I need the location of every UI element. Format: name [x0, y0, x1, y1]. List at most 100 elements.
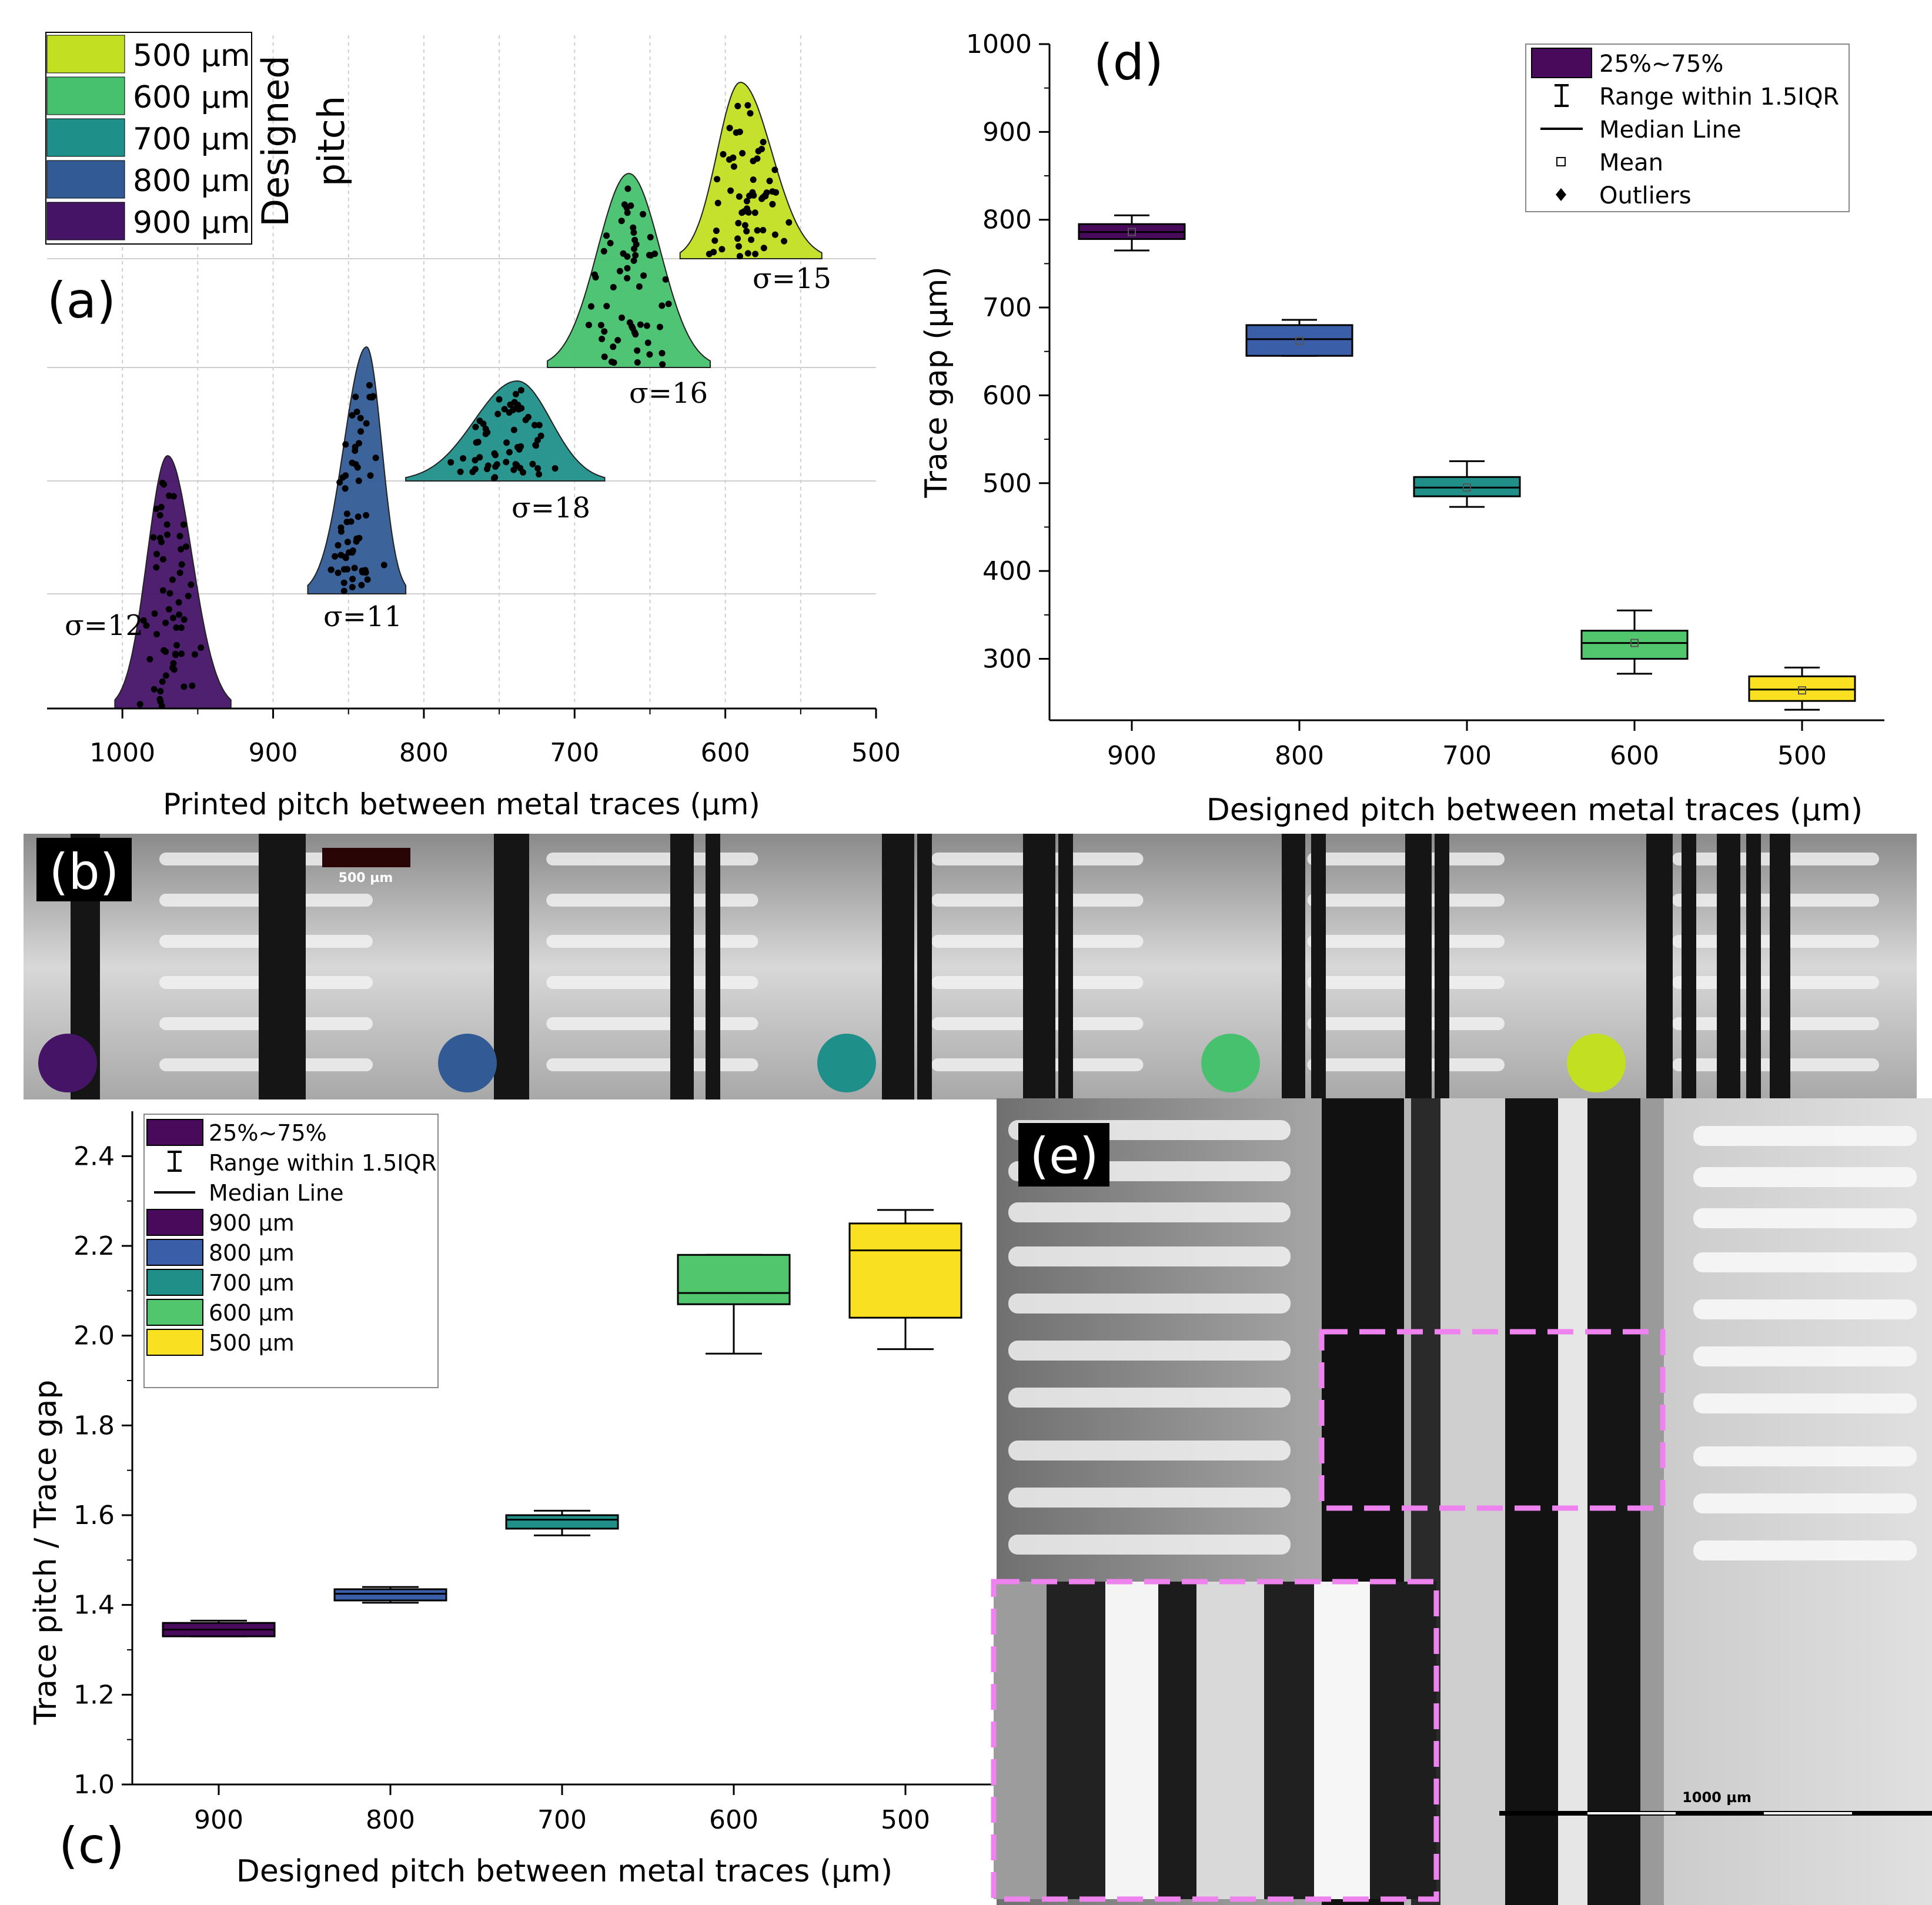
- panel-c-legend: 25%~75% Range within 1.5IQR Median Line 900…: [143, 1114, 439, 1388]
- panel-b-trace: [1770, 834, 1790, 1099]
- panel-a-point: [736, 243, 742, 250]
- panel-a-point: [172, 650, 179, 657]
- panel-d-legend-range-symbol: [1555, 84, 1569, 107]
- panel-c-boxplot: 1.0 1.2 1.4 1.6 1.8 2.0 2.2 2.4 900 800 700 600 500 …: [28, 1111, 994, 1889]
- panel-a-point: [153, 564, 160, 571]
- panel-c-x-tick-label: 700: [537, 1805, 587, 1835]
- panel-a-ridge-700: [405, 380, 606, 482]
- panel-a-point: [484, 466, 490, 473]
- panel-c-x-tick-label: 500: [881, 1805, 930, 1835]
- panel-a-point: [178, 624, 185, 631]
- panel-a-point: [748, 236, 755, 243]
- panel-a-point: [529, 460, 536, 467]
- panel-a-point: [662, 276, 669, 283]
- panel-c-plot-area: 1.0 1.2 1.4 1.6 1.8 2.0 2.2 2.4 900 800 700 600 500: [73, 1111, 994, 1835]
- panel-a-point: [340, 587, 347, 594]
- panel-a-point: [634, 347, 641, 354]
- panel-a-point: [551, 465, 559, 472]
- panel-a-point: [592, 274, 599, 281]
- panel-a-point: [362, 567, 369, 574]
- panel-a-point: [170, 614, 176, 621]
- panel-d-y-tick-label: 500: [982, 469, 1032, 499]
- panel-c-box-500: [848, 1222, 962, 1319]
- panel-b-band: [546, 935, 758, 948]
- panel-c-x-tick-label: 600: [709, 1805, 758, 1835]
- panel-a-point: [706, 250, 713, 258]
- panel-a-legend-swatch-700: [46, 118, 125, 157]
- panel-d-plot-area: 300 400 500 600 700 800 900 1000 900 800 700 600 500: [966, 29, 1884, 771]
- panel-a-point: [620, 250, 627, 257]
- panel-a-point: [744, 102, 751, 109]
- panel-a-points-500: [706, 102, 793, 260]
- panel-a-point: [150, 534, 157, 541]
- panel-a-point: [151, 610, 158, 617]
- panel-a-point: [339, 474, 346, 481]
- panel-a-point: [159, 678, 166, 685]
- panel-e-label: (e): [1029, 1127, 1098, 1185]
- panel-a-point: [746, 192, 753, 199]
- panel-a-point: [616, 268, 623, 275]
- panel-d-y-tick-label: 800: [982, 205, 1032, 235]
- panel-b-trace: [1405, 834, 1432, 1099]
- panel-a-point: [349, 584, 356, 591]
- panel-a-point: [160, 556, 166, 563]
- panel-a-ridges: σ=12 σ=11 σ=18 σ=16 σ=15: [65, 81, 831, 710]
- panel-a-point: [511, 399, 518, 406]
- panel-a-legend-swatch-600: [46, 76, 125, 115]
- panel-a-point: [501, 406, 508, 413]
- panel-a-x-ticks: 1000 900 800 700 600 500: [89, 708, 901, 768]
- panel-a-point: [600, 248, 607, 255]
- panel-a-point: [718, 246, 726, 253]
- panel-a-point: [754, 227, 761, 234]
- panel-a-point: [510, 466, 517, 473]
- panel-a-point: [165, 606, 172, 613]
- panel-a-point: [153, 506, 160, 512]
- panel-a-point: [643, 322, 650, 329]
- panel-a-legend-label: 900 µm: [133, 205, 250, 240]
- panel-a-point: [726, 125, 733, 132]
- panel-a-point: [342, 441, 349, 448]
- panel-a-point: [647, 233, 654, 240]
- panel-a-point: [352, 443, 359, 450]
- panel-b-label-bg: [36, 838, 132, 901]
- panel-a-point: [734, 102, 741, 109]
- panel-c-label: (c): [59, 1817, 125, 1874]
- panel-a-point: [532, 422, 538, 429]
- panel-e-band-right: [1693, 1540, 1917, 1560]
- panel-a-point: [358, 581, 365, 589]
- panel-a-point: [619, 314, 625, 321]
- panel-b-trace: [259, 834, 291, 1099]
- panel-a-point: [188, 581, 195, 588]
- panel-a-point: [744, 205, 750, 212]
- panel-a-point: [506, 449, 513, 456]
- panel-b-band: [546, 1058, 758, 1071]
- panel-a-point: [494, 410, 502, 417]
- panel-b-color-marker-800: [438, 1034, 497, 1092]
- panel-b-color-marker-700: [817, 1034, 876, 1092]
- panel-e-zoom-box: [1319, 1329, 1666, 1511]
- panel-a-point: [537, 432, 544, 439]
- panel-c-y-tick-label: 1.2: [73, 1680, 115, 1710]
- panel-b-trace: [1717, 834, 1740, 1099]
- panel-d-x-label: Designed pitch between metal traces (µm): [1206, 793, 1863, 828]
- panel-a-point: [736, 128, 743, 135]
- panel-a-point: [711, 237, 718, 244]
- panel-a-sigma-label: σ=15: [753, 262, 831, 295]
- panel-a-point: [335, 542, 342, 549]
- panel-a-point: [739, 150, 746, 157]
- panel-a-point: [349, 459, 356, 466]
- panel-a-point: [743, 198, 750, 205]
- panel-c-box-600: [677, 1254, 791, 1305]
- panel-a-point: [506, 409, 513, 416]
- panel-a-point: [659, 361, 666, 368]
- panel-d-y-tick-label: 900: [982, 117, 1032, 147]
- panel-a-point: [610, 284, 617, 290]
- panel-a-sigma-label: σ=12: [65, 609, 143, 642]
- panel-a-point: [357, 415, 364, 422]
- panel-d-legend-outliers: Outliers: [1599, 182, 1692, 209]
- panel-a-point: [151, 686, 158, 693]
- panel-a-point: [736, 193, 743, 200]
